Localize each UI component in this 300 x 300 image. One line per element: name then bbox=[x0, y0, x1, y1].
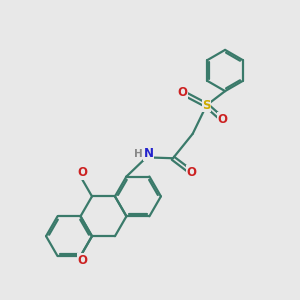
Text: H: H bbox=[134, 149, 142, 159]
Text: O: O bbox=[177, 86, 188, 99]
Text: O: O bbox=[77, 254, 87, 267]
Text: O: O bbox=[186, 166, 196, 178]
Text: S: S bbox=[202, 99, 211, 112]
Text: O: O bbox=[217, 112, 227, 126]
Text: O: O bbox=[77, 166, 87, 179]
Text: N: N bbox=[144, 147, 154, 160]
